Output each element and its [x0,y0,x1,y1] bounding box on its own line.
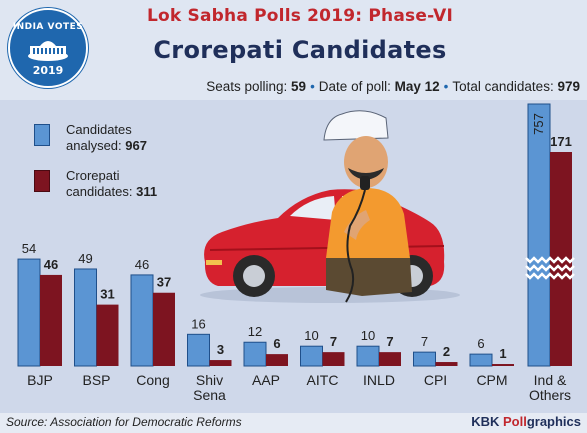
date-label: Date of poll: [318,79,391,94]
legend-swatch-crorepati [34,170,50,192]
bar-crorepati-bsp [96,304,119,366]
legend-analysed-line1: Candidates [66,122,132,137]
separator-dot: • [443,79,449,94]
category-label-cpi: CPI [424,372,447,388]
seats-label: Seats polling: [206,79,288,94]
axis-break-mark [525,256,575,264]
category-label-aap: AAP [252,372,280,388]
axis-break-mark [525,264,575,272]
value-label-analysed: 49 [78,251,92,266]
category-label-shiv-sena: Shiv Sena [193,372,226,403]
value-label-analysed: 757 [531,113,546,135]
brand-credit: KBK Pollgraphics [471,414,581,429]
value-label-analysed: 7 [421,334,428,349]
header: INDIA VOTES 2019 Lok Sabha Polls 2019: P… [0,0,587,100]
bar-crorepati-cpi [435,362,458,366]
category-label-bsp: BSP [82,372,110,388]
legend-analysed-line2: analysed: [66,138,122,153]
value-label-crorepati: 6 [273,336,280,351]
info-line: Seats polling: 59 • Date of poll: May 12 • T… [90,79,580,94]
source-note: Source: Association for Democratic Refor… [6,415,242,429]
page-title: Lok Sabha Polls 2019: Phase-VI [147,6,453,26]
category-label-aitc: AITC [307,372,339,388]
politician-illustration [323,110,412,303]
value-label-crorepati: 31 [100,287,114,302]
value-label-analysed: 10 [361,328,375,343]
brand-part-c: graphics [526,414,581,429]
value-label-crorepati: 3 [217,342,224,357]
bar-analysed-inld [356,345,380,367]
page-subtitle: Crorepati Candidates [153,36,447,64]
category-label-inld: INLD [363,372,395,388]
seats-value: 59 [291,79,307,94]
value-label-analysed: 10 [304,328,318,343]
bar-analysed-shiv-sena [187,333,210,367]
bar-crorepati-cong [153,292,175,366]
legend-crorepati-line1: Crorepati [66,168,120,183]
bar-crorepati-inld [379,352,401,366]
value-label-crorepati: 37 [157,275,171,290]
bar-analysed-bjp [17,258,41,367]
bar-analysed-aap [243,341,267,367]
value-label-analysed: 54 [22,241,36,256]
parliament-icon [28,41,68,61]
value-label-crorepati: 7 [330,334,337,349]
category-labels-layer: BJP BSP Cong Shiv Sena AAP AITC INLD CPI CPM Ind &… [27,372,571,403]
legend-swatch-analysed [34,124,50,146]
legend-crorepati-value: 311 [136,184,158,199]
total-value: 979 [557,79,580,94]
axis-break-mark [525,272,575,280]
bar-crorepati-aitc [322,352,345,366]
date-value: May 12 [394,79,440,94]
value-label-crorepati: 171 [550,134,572,149]
separator-dot: • [310,79,315,94]
bar-analysed-ind-others [527,103,551,367]
legend: Candidates analysed: 967 Crorepati candi… [30,118,200,218]
value-label-crorepati: 7 [386,334,393,349]
value-label-crorepati: 2 [443,344,450,359]
legend-crorepati-line2: candidates: [66,184,133,199]
legend-text-analysed: Candidates analysed: 967 [66,122,147,154]
value-label-crorepati: 46 [44,257,58,272]
bar-analysed-cong [130,274,154,367]
bar-crorepati-cpm [492,364,514,366]
category-label-cong: Cong [136,372,169,388]
bar-crorepati-shiv-sena [209,360,232,366]
value-label-crorepati: 1 [499,346,506,361]
category-label-cpm: CPM [476,372,507,388]
bar-analysed-bsp [74,268,97,367]
total-label: Total candidates: [452,79,554,94]
bar-crorepati-aap [266,354,288,366]
value-label-analysed: 16 [191,316,205,331]
value-label-analysed: 46 [135,257,149,272]
value-label-analysed: 6 [477,336,484,351]
india-votes-logo: INDIA VOTES 2019 [8,8,88,88]
logo-top-text: INDIA VOTES [12,22,84,32]
legend-analysed-value: 967 [125,138,147,153]
category-label-bjp: BJP [27,372,53,388]
logo-year: 2019 [32,64,64,77]
bar-crorepati-ind-others [550,152,572,366]
legend-text-crorepati: Crorepati candidates: 311 [66,168,157,200]
bar-analysed-aitc [300,345,323,367]
category-label-ind-others: Ind & Others [529,372,571,403]
value-label-analysed: 12 [248,324,262,339]
footer: Source: Association for Democratic Refor… [0,413,587,433]
brand-part-b: Poll [502,414,527,429]
bar-analysed-cpi [413,351,436,367]
bar-analysed-cpm [469,353,493,367]
bar-crorepati-bjp [40,274,62,366]
brand-part-a: KBK [471,414,503,429]
